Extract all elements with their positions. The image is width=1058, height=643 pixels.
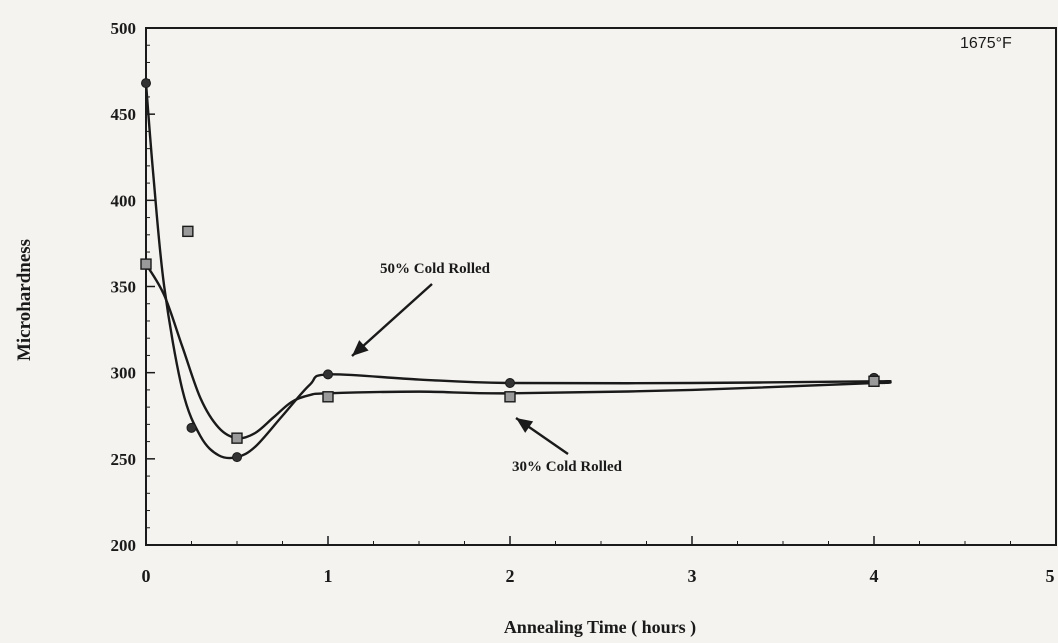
data-point-30-cold-rolled bbox=[140, 258, 152, 270]
data-point-50-cold-rolled bbox=[232, 452, 242, 463]
x-axis: 0 1 2 3 4 5 bbox=[142, 536, 1057, 586]
series-curves bbox=[144, 83, 892, 460]
x-tick-label: 1 bbox=[324, 566, 333, 586]
x-tick-label: 2 bbox=[506, 566, 515, 586]
x-axis-title: Annealing Time ( hours ) bbox=[504, 617, 696, 638]
y-tick-label: 400 bbox=[111, 191, 137, 210]
x-tick-label: 5 bbox=[1046, 566, 1055, 586]
arrow-30-cold-rolled bbox=[515, 417, 569, 455]
series-label-30-cold-rolled: 30% Cold Rolled bbox=[512, 459, 623, 475]
series-line-50-cold-rolled bbox=[144, 83, 892, 460]
series-line-30-cold-rolled bbox=[144, 263, 892, 440]
y-tick-label: 500 bbox=[111, 19, 137, 38]
y-tick-label: 200 bbox=[111, 536, 137, 555]
y-tick-label: 450 bbox=[111, 105, 137, 124]
data-point-30-cold-rolled bbox=[231, 432, 243, 444]
data-point-30-cold-rolled bbox=[182, 225, 194, 238]
y-axis-title: Microhardness bbox=[14, 239, 35, 361]
arrow-50-cold-rolled bbox=[351, 283, 433, 357]
y-tick-label: 350 bbox=[111, 278, 137, 297]
data-point-50-cold-rolled bbox=[505, 378, 515, 389]
data-point-30-cold-rolled bbox=[322, 391, 334, 403]
series-markers bbox=[140, 78, 880, 463]
data-point-50-cold-rolled bbox=[186, 422, 197, 433]
data-point-30-cold-rolled bbox=[504, 391, 516, 403]
x-tick-label: 3 bbox=[688, 566, 697, 586]
data-point-30-cold-rolled bbox=[868, 375, 880, 387]
series-label-50-cold-rolled: 50% Cold Rolled bbox=[380, 261, 491, 277]
x-tick-label: 4 bbox=[870, 566, 879, 586]
y-axis: 200 250 300 350 400 450 500 bbox=[111, 19, 155, 555]
y-tick-label: 250 bbox=[111, 450, 137, 469]
y-tick-label: 300 bbox=[111, 364, 137, 383]
data-point-50-cold-rolled bbox=[141, 78, 151, 89]
data-point-50-cold-rolled bbox=[323, 369, 333, 380]
annotation-arrows bbox=[351, 283, 569, 455]
x-tick-label: 0 bbox=[142, 566, 151, 586]
temperature-label: 1675°F bbox=[960, 35, 1012, 52]
